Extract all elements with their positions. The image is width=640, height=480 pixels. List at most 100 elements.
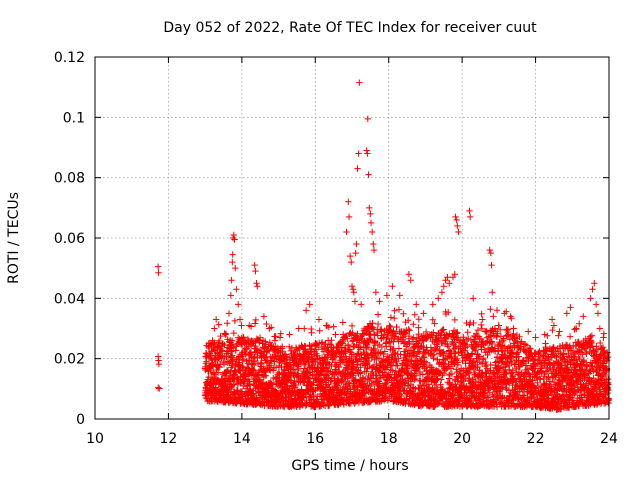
y-tick-label: 0.02 (54, 352, 85, 368)
x-tick-label: 14 (233, 431, 251, 447)
data-point (239, 362, 246, 370)
data-point (391, 307, 398, 314)
data-point (250, 390, 257, 397)
data-point (400, 310, 407, 317)
data-point (251, 361, 258, 369)
data-point (264, 347, 271, 354)
data-point (344, 362, 351, 369)
data-point (272, 333, 279, 340)
data-point (219, 340, 227, 347)
data-point (395, 345, 403, 352)
data-point (271, 387, 279, 395)
data-point (364, 381, 371, 389)
data-point (368, 375, 376, 382)
data-point (324, 367, 331, 374)
data-point (393, 323, 400, 331)
data-point (216, 364, 223, 371)
data-point (375, 354, 383, 362)
data-point (381, 393, 388, 401)
x-tick-label: 18 (380, 431, 398, 447)
data-point (328, 337, 335, 344)
data-point (355, 350, 362, 357)
data-point (381, 348, 389, 355)
data-point (374, 320, 382, 328)
data-point (252, 316, 260, 324)
data-point (281, 367, 289, 374)
data-point (315, 343, 322, 351)
data-point (422, 328, 430, 336)
data-point (409, 350, 417, 358)
data-point (415, 316, 423, 323)
data-point (379, 334, 387, 341)
data-point (403, 396, 410, 403)
data-point (261, 345, 268, 352)
y-axis-label: ROTI / TECUs (6, 192, 22, 284)
data-point (380, 330, 388, 338)
y-tick-label: 0.06 (54, 231, 85, 247)
data-point (268, 380, 275, 388)
data-point (399, 334, 407, 341)
data-point (266, 339, 274, 346)
data-point (391, 374, 399, 381)
data-point (357, 369, 364, 376)
data-point (227, 368, 234, 376)
data-point (423, 346, 431, 354)
data-point (348, 322, 356, 330)
data-point (338, 344, 345, 351)
data-point (406, 327, 413, 334)
data-point (237, 379, 245, 386)
y-tick-label: 0.12 (54, 50, 85, 66)
x-tick-label: 16 (306, 431, 324, 447)
data-point (403, 371, 411, 379)
data-point (217, 332, 224, 340)
data-point (211, 371, 218, 378)
data-point (413, 353, 420, 360)
data-point (214, 344, 221, 351)
data-point (425, 374, 432, 382)
data-point (357, 343, 365, 351)
data-point (287, 361, 295, 368)
data-point (434, 343, 441, 350)
x-tick-label: 22 (527, 431, 545, 447)
data-point (233, 343, 240, 350)
data-point (374, 311, 382, 318)
data-point (401, 329, 409, 337)
data-point (422, 363, 430, 370)
data-point (300, 365, 308, 372)
data-point (301, 325, 308, 332)
data-point (385, 339, 393, 346)
data-point (211, 347, 218, 354)
data-point (238, 388, 246, 395)
data-point (231, 317, 239, 325)
data-point (364, 351, 372, 358)
data-point (321, 354, 328, 361)
data-point (364, 376, 371, 383)
data-point (394, 362, 401, 370)
x-tick-label: 24 (600, 431, 618, 447)
data-point (406, 353, 413, 361)
data-point (346, 347, 354, 355)
data-point (325, 381, 332, 388)
data-point (411, 375, 419, 383)
data-point (251, 320, 259, 327)
data-point (349, 363, 356, 370)
data-point (256, 334, 264, 341)
data-point (327, 377, 335, 385)
data-point (301, 361, 309, 369)
data-point (218, 376, 226, 383)
data-point (430, 329, 437, 336)
data-point (325, 401, 332, 409)
data-point (412, 372, 420, 379)
data-point (222, 330, 230, 338)
data-point (276, 334, 284, 341)
data-point (368, 395, 375, 402)
data-point (341, 349, 349, 357)
data-point (255, 389, 263, 397)
grid-lines (95, 57, 609, 419)
data-point (415, 324, 422, 331)
data-point (290, 369, 298, 377)
data-point (363, 368, 370, 375)
data-point (249, 367, 256, 374)
data-point (305, 359, 312, 367)
